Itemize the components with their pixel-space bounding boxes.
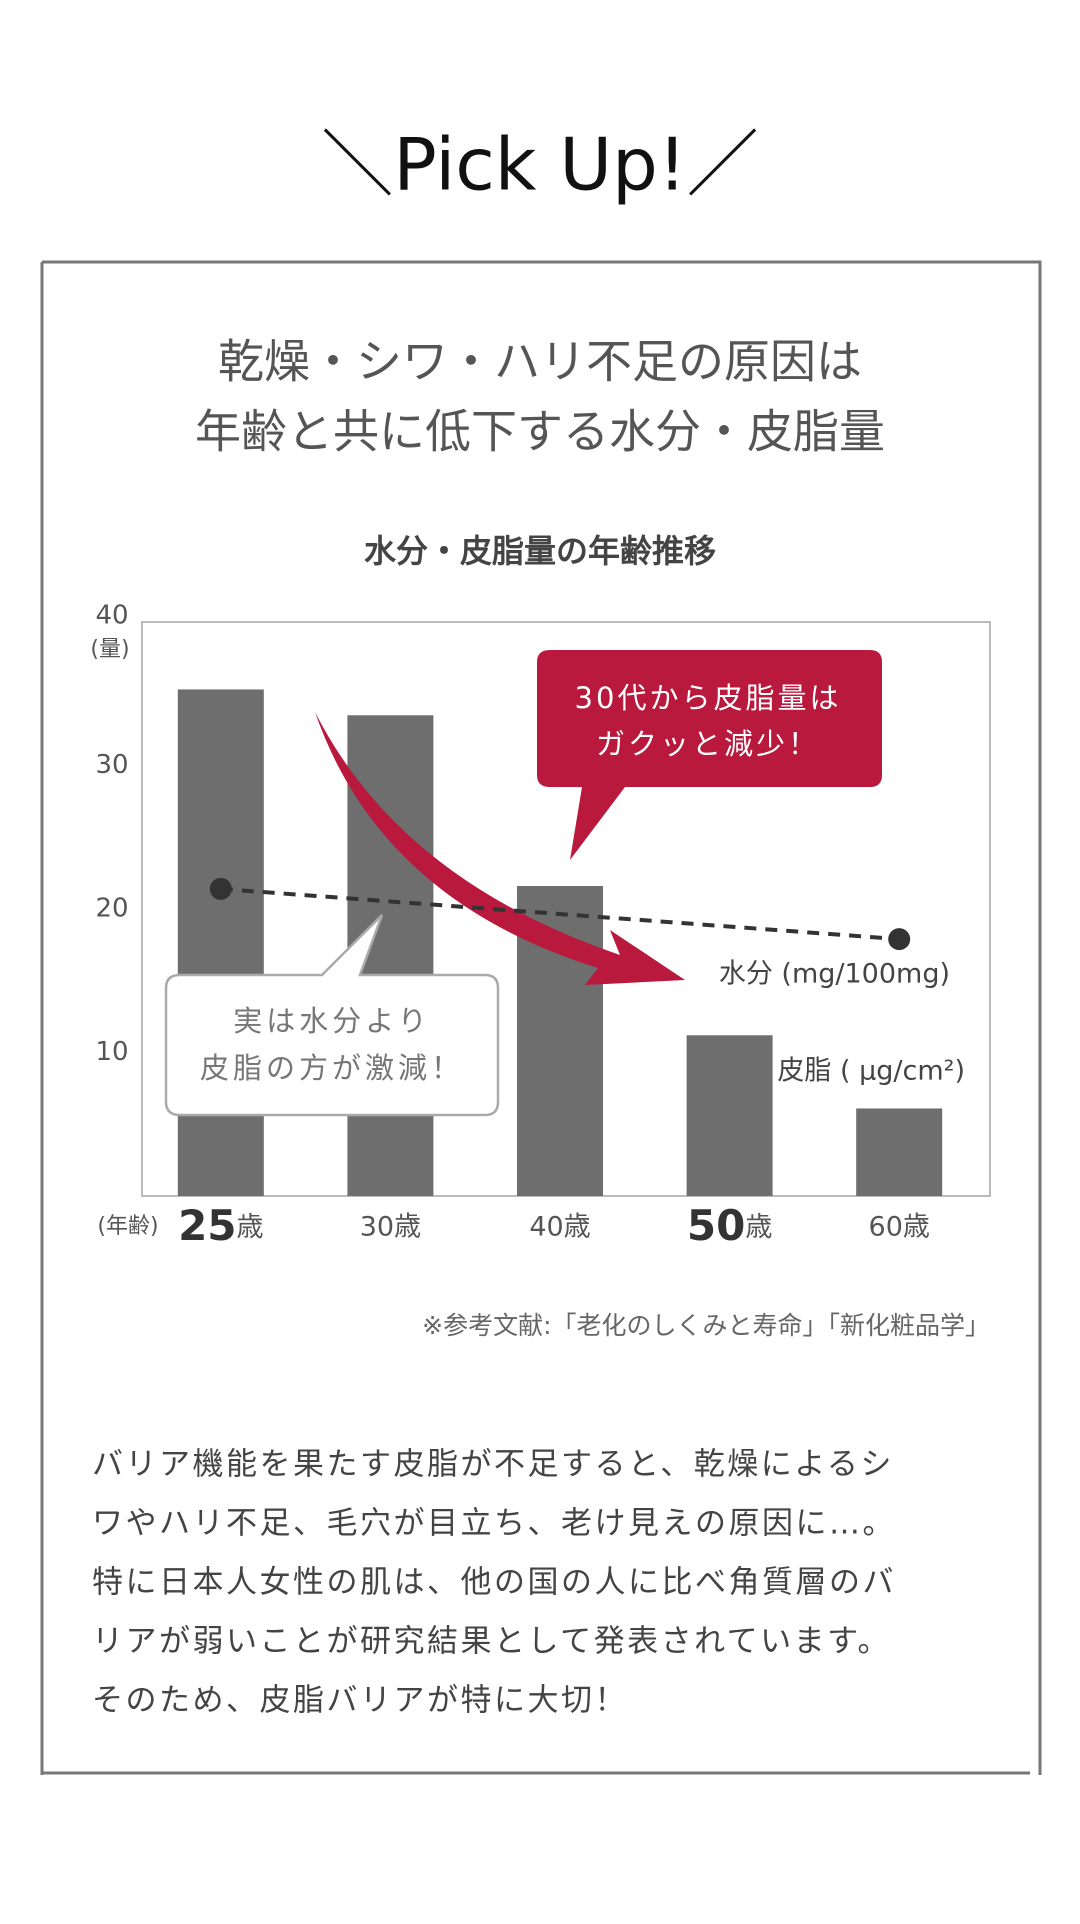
x-tick-number: 25 bbox=[178, 1201, 236, 1250]
water-connector bbox=[220, 886, 900, 942]
bar bbox=[856, 1108, 943, 1196]
y-axis-label: (量) bbox=[90, 637, 129, 662]
water-point bbox=[888, 928, 911, 951]
x-tick-label: 30歳 bbox=[360, 1212, 421, 1243]
water-point bbox=[209, 877, 232, 900]
x-tick-label: 40歳 bbox=[529, 1212, 590, 1243]
x-tick-unit: 歳 bbox=[745, 1212, 772, 1243]
bar bbox=[177, 689, 264, 1196]
x-tick-label: 60歳 bbox=[869, 1212, 930, 1243]
callout-text: 実は水分より bbox=[233, 1004, 430, 1038]
body-text: リアが弱いことが研究結果として発表されています。 bbox=[92, 1624, 891, 1660]
heading: ＼Pick Up!／ bbox=[321, 123, 758, 207]
source: ※参考文献:「老化のしくみと寿命」「新化粧品学」 bbox=[422, 1311, 990, 1340]
x-tick-label: 50歳 bbox=[687, 1201, 772, 1250]
y-tick-label: 10 bbox=[95, 1037, 128, 1067]
body-text: 特に日本人女性の肌は、他の国の人に比べ角質層のバ bbox=[92, 1565, 896, 1601]
callout-white bbox=[164, 914, 500, 1117]
x-tick-unit: 歳 bbox=[237, 1212, 264, 1243]
headline: 乾燥・シワ・ハリ不足の原因は bbox=[218, 335, 862, 389]
body-text: そのため、皮脂バリアが特に大切！ bbox=[92, 1683, 628, 1719]
y-tick-label: 20 bbox=[95, 894, 128, 924]
callout-text: 30代から皮脂量は bbox=[575, 681, 842, 715]
trend-arrow bbox=[315, 712, 685, 985]
chart-title: 水分・皮脂量の年齢推移 bbox=[364, 532, 716, 570]
body-text: ワやハリ不足、毛穴が目立ち、老け見えの原因に…。 bbox=[92, 1506, 896, 1542]
headline: 年齢と共に低下する水分・皮脂量 bbox=[195, 405, 885, 459]
y-tick-label: 30 bbox=[95, 750, 128, 780]
callout-text: 皮脂の方が激減！ bbox=[200, 1051, 464, 1085]
x-tick-label: 25歳 bbox=[178, 1201, 263, 1250]
series-label: 皮脂 ( μg/cm²) bbox=[777, 1056, 965, 1087]
bar bbox=[686, 1035, 773, 1196]
series-label: 水分 (mg/100mg) bbox=[719, 959, 950, 990]
callout-red bbox=[537, 650, 882, 860]
frame bbox=[40, 260, 1042, 1775]
x-axis-label: (年齢) bbox=[97, 1214, 158, 1239]
x-tick-number: 50 bbox=[687, 1201, 745, 1250]
y-tick-label: 40 bbox=[95, 601, 128, 631]
callout-text: ガクッと減少！ bbox=[596, 727, 820, 761]
body-text: バリア機能を果たす皮脂が不足すると、乾燥によるシ bbox=[92, 1447, 894, 1483]
